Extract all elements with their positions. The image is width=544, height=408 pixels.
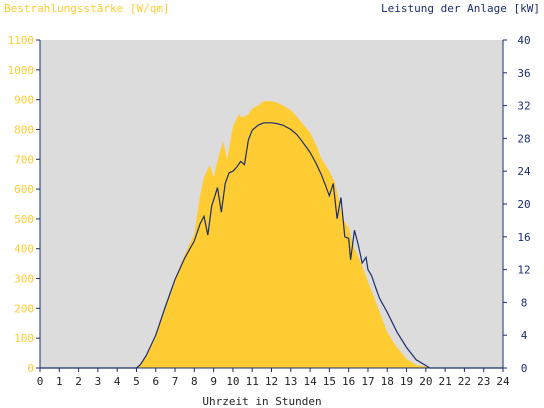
right-tick-label: 32 — [517, 100, 530, 113]
x-tick-label: 1 — [56, 375, 63, 388]
left-tick-label: 200 — [14, 302, 34, 315]
right-tick-label: 28 — [517, 132, 530, 145]
x-tick-label: 20 — [419, 375, 432, 388]
x-tick-label: 21 — [439, 375, 452, 388]
irradiance-area — [40, 101, 503, 368]
left-tick-label: 400 — [14, 243, 34, 256]
x-tick-label: 23 — [477, 375, 490, 388]
right-tick-label: 8 — [521, 296, 528, 309]
x-tick-label: 5 — [133, 375, 140, 388]
right-tick-label: 20 — [517, 198, 530, 211]
series-layer — [40, 101, 503, 369]
x-tick-label: 14 — [303, 375, 317, 388]
left-tick-label: 1100 — [8, 34, 35, 47]
right-tick-label: 40 — [517, 34, 530, 47]
x-tick-label: 10 — [226, 375, 239, 388]
x-tick-label: 11 — [246, 375, 259, 388]
left-tick-label: 300 — [14, 273, 34, 286]
x-tick-label: 3 — [95, 375, 102, 388]
left-axis-title: Bestrahlungsstärke [W/qm] — [4, 2, 170, 15]
x-tick-label: 12 — [265, 375, 278, 388]
right-tick-label: 0 — [521, 362, 528, 375]
x-tick-label: 6 — [152, 375, 159, 388]
right-tick-label: 16 — [517, 231, 530, 244]
left-tick-label: 0 — [27, 362, 34, 375]
x-axis-label: Uhrzeit in Stunden — [202, 395, 321, 408]
left-tick-label: 1000 — [8, 64, 35, 77]
x-tick-label: 13 — [284, 375, 297, 388]
x-tick-label: 2 — [75, 375, 82, 388]
x-tick-label: 17 — [361, 375, 374, 388]
axis-layer: 0100200300400500600700800900100011000481… — [8, 34, 531, 388]
x-tick-label: 7 — [172, 375, 179, 388]
right-tick-label: 36 — [517, 67, 530, 80]
x-tick-label: 0 — [37, 375, 44, 388]
power-line — [40, 122, 503, 369]
x-tick-label: 19 — [400, 375, 413, 388]
right-tick-label: 4 — [521, 329, 528, 342]
left-tick-label: 600 — [14, 183, 34, 196]
left-tick-label: 700 — [14, 153, 34, 166]
x-tick-label: 8 — [191, 375, 198, 388]
left-tick-label: 100 — [14, 332, 34, 345]
x-tick-label: 15 — [323, 375, 336, 388]
x-tick-label: 22 — [458, 375, 471, 388]
right-axis-title: Leistung der Anlage [kW] — [381, 2, 540, 15]
right-tick-label: 12 — [517, 264, 530, 277]
left-tick-label: 500 — [14, 213, 34, 226]
left-tick-label: 900 — [14, 94, 34, 107]
left-tick-label: 800 — [14, 123, 34, 136]
x-tick-label: 9 — [210, 375, 217, 388]
right-tick-label: 24 — [517, 165, 531, 178]
x-tick-label: 16 — [342, 375, 355, 388]
x-tick-label: 24 — [496, 375, 510, 388]
x-tick-label: 18 — [381, 375, 394, 388]
x-tick-label: 4 — [114, 375, 121, 388]
